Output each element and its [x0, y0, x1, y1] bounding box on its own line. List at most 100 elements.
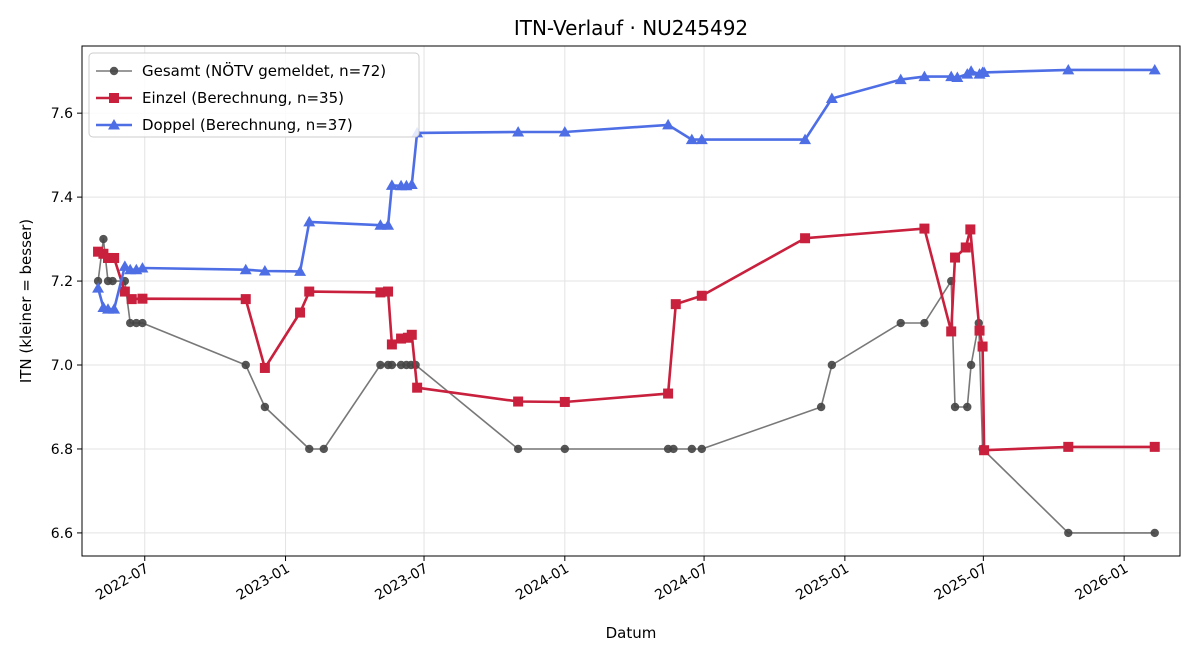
data-point: [304, 286, 315, 297]
data-point: [670, 299, 681, 310]
y-tick-label: 7.0: [51, 358, 73, 374]
series-2: [93, 223, 1160, 456]
data-point: [305, 444, 314, 454]
data-point: [132, 318, 141, 328]
data-point: [825, 92, 838, 103]
data-point: [239, 263, 252, 275]
data-point: [103, 252, 114, 263]
data-point: [1148, 63, 1161, 75]
legend: Gesamt (NÖTV gemeldet, n=72) Einzel (Bere…: [88, 52, 420, 138]
plot-frame: [81, 45, 1181, 557]
data-point: [978, 66, 991, 77]
data-point: [894, 73, 907, 85]
data-point: [260, 402, 270, 412]
data-point: [816, 402, 826, 412]
x-tick-label: 2024-07: [652, 561, 711, 604]
x-tick-label: 2023-07: [372, 561, 431, 604]
data-point: [92, 282, 105, 293]
data-point: [376, 360, 385, 370]
data-point: [374, 219, 387, 230]
data-point: [977, 341, 988, 352]
data-point: [513, 444, 523, 454]
data-point: [799, 133, 812, 145]
data-point: [136, 262, 149, 273]
y-axis-ticks: 6.6 6.8 7.0 7.2 7.4 7.6: [51, 106, 82, 542]
data-point: [396, 333, 407, 344]
y-tick-label: 6.6: [51, 526, 73, 542]
y-tick-label: 7.4: [51, 190, 73, 206]
data-point: [662, 118, 675, 130]
data-point: [960, 242, 971, 253]
series-1: [93, 234, 1159, 538]
data-point: [963, 402, 972, 412]
y-tick-label: 6.8: [51, 442, 73, 458]
x-tick-label: 2022-07: [93, 561, 152, 604]
data-point: [919, 223, 930, 234]
x-tick-label: 2023-01: [234, 561, 293, 604]
series-layer: [92, 63, 1161, 538]
legend-label: Einzel (Berechnung, n=35): [142, 89, 344, 107]
data-point: [109, 252, 120, 263]
data-point: [946, 326, 957, 337]
data-point: [1064, 528, 1073, 538]
legend-marker: [109, 66, 119, 76]
data-point: [558, 126, 571, 137]
data-point: [920, 318, 929, 328]
data-point: [137, 293, 148, 304]
x-axis-ticks: 2022-07 2023-01 2023-07 2024-01 2024-07 2025-…: [93, 556, 1131, 604]
legend-item: Gesamt (NÖTV gemeldet, n=72): [96, 61, 386, 80]
data-point: [979, 445, 990, 456]
data-point: [1062, 63, 1075, 75]
data-point: [319, 444, 328, 454]
data-point: [951, 71, 964, 82]
data-point: [258, 265, 271, 276]
data-point: [93, 276, 103, 286]
legend-item: Einzel (Berechnung, n=35): [96, 89, 344, 107]
data-point: [669, 444, 678, 454]
data-point: [687, 444, 697, 454]
x-tick-label: 2025-01: [793, 561, 852, 604]
data-point: [1063, 441, 1074, 452]
data-point: [382, 219, 395, 230]
legend-label: Doppel (Berechnung, n=37): [142, 116, 353, 134]
data-point: [966, 360, 976, 370]
data-point: [386, 339, 397, 350]
data-point: [950, 402, 960, 412]
data-point: [918, 70, 931, 82]
data-point: [383, 286, 394, 297]
series-line: [97, 238, 1155, 534]
data-point: [385, 179, 398, 190]
y-axis-label: ITN (kleiner = besser): [17, 219, 35, 383]
x-tick-label: 2026-01: [1072, 561, 1131, 604]
data-point: [974, 325, 985, 336]
data-point: [294, 265, 307, 276]
legend-box: [88, 52, 420, 138]
data-point: [138, 318, 147, 328]
data-point: [696, 290, 707, 301]
data-point: [663, 388, 674, 399]
data-point: [126, 318, 135, 328]
data-point: [405, 178, 418, 190]
data-point: [560, 444, 570, 454]
data-point: [375, 287, 386, 298]
data-point: [1149, 441, 1160, 452]
legend-marker: [108, 119, 120, 130]
data-point: [412, 382, 423, 393]
data-point: [93, 246, 104, 257]
data-point: [513, 396, 524, 407]
data-point: [965, 65, 978, 76]
legend-label: Gesamt (NÖTV gemeldet, n=72): [142, 61, 386, 80]
data-point: [126, 294, 137, 305]
y-tick-label: 7.6: [51, 106, 73, 122]
data-point: [827, 360, 837, 370]
data-point: [387, 360, 397, 370]
data-point: [108, 303, 121, 314]
data-point: [697, 444, 706, 454]
data-point: [685, 133, 698, 145]
data-point: [108, 276, 117, 286]
data-point: [800, 233, 811, 244]
data-point: [950, 252, 961, 263]
x-tick-label: 2025-07: [932, 561, 991, 604]
